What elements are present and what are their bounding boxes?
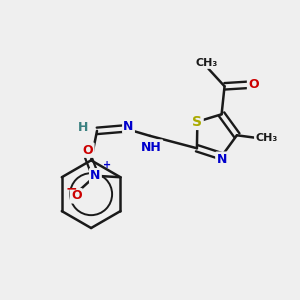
Text: S: S	[192, 115, 203, 129]
Text: N: N	[216, 153, 227, 166]
Text: H: H	[78, 121, 88, 134]
Text: +: +	[103, 160, 111, 170]
Text: CH₃: CH₃	[196, 58, 218, 68]
Text: O: O	[71, 189, 82, 202]
Text: N: N	[90, 169, 100, 182]
Text: N: N	[123, 120, 134, 133]
Text: O: O	[83, 144, 93, 157]
Text: O: O	[248, 78, 259, 91]
Text: NH: NH	[141, 141, 162, 154]
Text: −: −	[66, 182, 78, 196]
Text: CH₃: CH₃	[255, 133, 278, 143]
